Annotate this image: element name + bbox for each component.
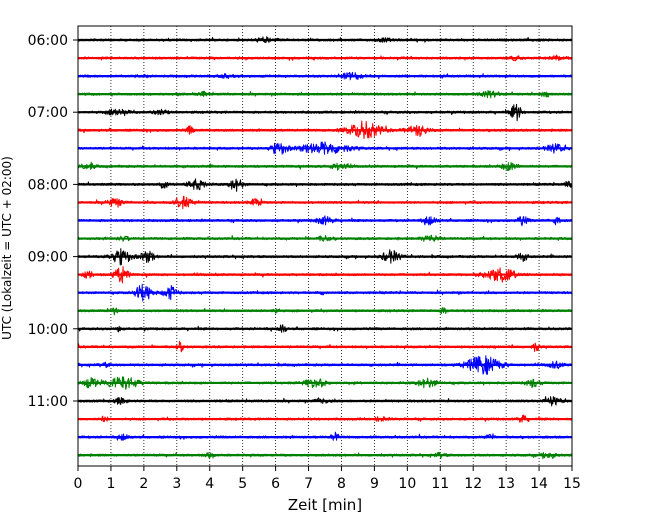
y-tick-label: 11:00 bbox=[28, 394, 68, 410]
x-tick-label: 8 bbox=[337, 476, 346, 492]
x-tick-label: 9 bbox=[370, 476, 379, 492]
y-tick-label: 10:00 bbox=[28, 322, 68, 338]
x-axis-ticks: 0 1 2 3 4 5 6 7 8 9 10 11 12 13 14 15 bbox=[74, 466, 581, 492]
grid-lines bbox=[110, 26, 540, 466]
x-tick-label: 4 bbox=[205, 476, 214, 492]
x-tick-label: 6 bbox=[271, 476, 280, 492]
y-tick-label: 06:00 bbox=[28, 33, 68, 49]
x-tick-label: 7 bbox=[304, 476, 313, 492]
x-tick-label: 14 bbox=[530, 476, 548, 492]
x-tick-label: 13 bbox=[497, 476, 515, 492]
y-tick-label: 08:00 bbox=[28, 177, 68, 193]
seismic-traces bbox=[77, 36, 573, 460]
y-tick-label: 07:00 bbox=[28, 105, 68, 121]
y-axis-ticks: 06:00 07:00 08:00 09:00 10:00 11:00 bbox=[28, 33, 78, 410]
x-tick-label: 12 bbox=[464, 476, 482, 492]
x-tick-label: 3 bbox=[172, 476, 181, 492]
x-tick-label: 2 bbox=[139, 476, 148, 492]
x-tick-label: 10 bbox=[398, 476, 416, 492]
x-tick-label: 1 bbox=[106, 476, 115, 492]
x-tick-label: 0 bbox=[74, 476, 83, 492]
y-tick-label: 09:00 bbox=[28, 250, 68, 266]
plot-frame bbox=[77, 25, 573, 467]
x-tick-label: 5 bbox=[238, 476, 247, 492]
x-tick-label: 15 bbox=[563, 476, 581, 492]
y-axis-label: UTC (Lokalzeit = UTC + 02:00) bbox=[0, 156, 14, 340]
x-axis-label: Zeit [min] bbox=[288, 496, 362, 514]
x-tick-label: 11 bbox=[431, 476, 449, 492]
